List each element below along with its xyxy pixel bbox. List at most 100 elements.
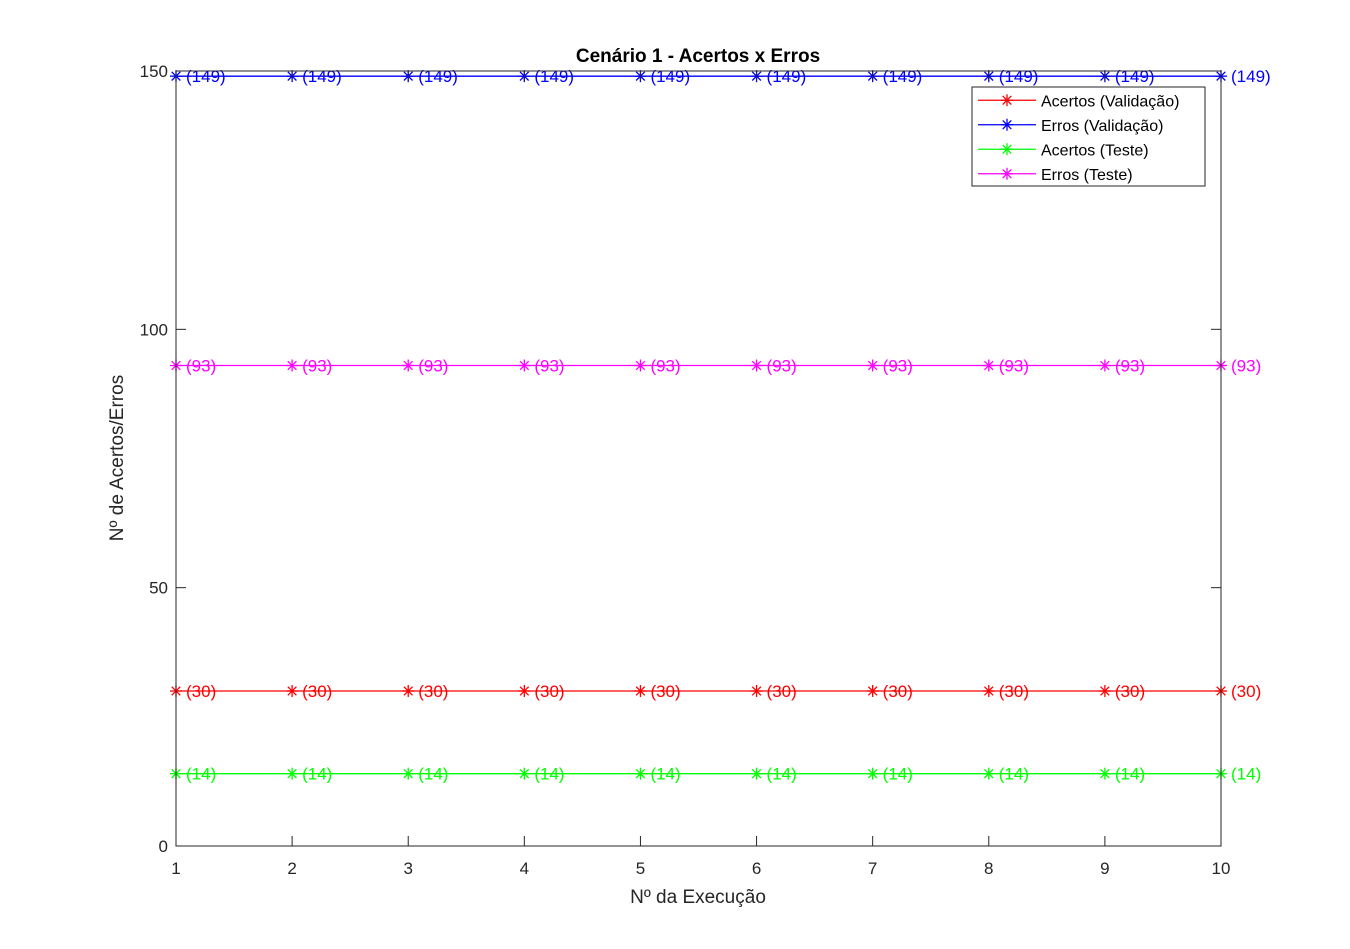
x-tick-label: 7 — [868, 859, 877, 878]
data-label: (93) — [883, 357, 913, 376]
series-layer: (30) (30) (30) (30) (30) (30) (30) (30) (30) (30)… — [170, 67, 1271, 784]
data-label: (149) — [767, 67, 807, 86]
data-label: (93) — [1115, 357, 1145, 376]
data-label: (14) — [302, 765, 332, 784]
chart-title: Cenário 1 - Acertos x Erros — [576, 46, 820, 67]
x-tick-label: 1 — [171, 859, 180, 878]
y-axis-title: Nº de Acertos/Erros — [107, 375, 128, 541]
data-point-marker — [982, 767, 995, 780]
y-tick-label: 50 — [149, 579, 168, 598]
legend-label: Erros (Teste) — [1041, 167, 1133, 184]
data-label: (149) — [418, 67, 458, 86]
y-tick-label: 100 — [140, 320, 168, 339]
data-label: (30) — [302, 682, 332, 701]
legend: Acertos (Validação) Erros (Validação) Acer… — [971, 86, 1206, 187]
x-tick-label: 8 — [984, 859, 993, 878]
data-point-marker — [518, 359, 531, 372]
x-tick-label: 3 — [403, 859, 412, 878]
data-label: (149) — [302, 67, 342, 86]
x-tick-label: 10 — [1212, 859, 1231, 878]
data-label: (14) — [883, 765, 913, 784]
data-point-marker — [866, 685, 879, 697]
data-point-marker — [286, 767, 299, 780]
data-point-marker — [634, 359, 647, 372]
series-1: (30) (30) (30) (30) (30) (30) (30) (30) (30) (30) — [170, 682, 1261, 701]
data-point-marker — [982, 359, 995, 372]
data-label: (93) — [186, 357, 216, 376]
data-label: (30) — [418, 682, 448, 701]
data-label: (93) — [1231, 357, 1261, 376]
data-label: (30) — [883, 682, 913, 701]
y-tick-label: 150 — [140, 62, 168, 81]
data-label: (149) — [1115, 67, 1155, 86]
data-point-marker — [402, 359, 415, 372]
data-point-marker — [402, 767, 415, 780]
data-label: (30) — [650, 682, 680, 701]
data-label: (14) — [1115, 765, 1145, 784]
data-label: (149) — [999, 67, 1039, 86]
data-label: (149) — [1231, 67, 1271, 86]
data-point-marker — [1098, 767, 1111, 780]
legend-label: Erros (Validação) — [1041, 118, 1163, 135]
data-label: (93) — [999, 357, 1029, 376]
data-label: (93) — [650, 357, 680, 376]
series-3: (14) (14) (14) (14) (14) (14) (14) (14) (14) (14) — [170, 765, 1261, 784]
data-label: (93) — [767, 357, 797, 376]
legend-item: Erros (Teste) — [978, 167, 1133, 184]
data-point-marker — [634, 767, 647, 780]
data-point-marker — [518, 767, 531, 780]
data-point-marker — [402, 685, 415, 697]
x-tick-label: 5 — [636, 859, 645, 878]
data-label: (149) — [883, 67, 923, 86]
data-point-marker — [1098, 359, 1111, 372]
data-point-marker — [634, 685, 647, 697]
data-label: (30) — [999, 682, 1029, 701]
data-label: (14) — [999, 765, 1029, 784]
data-label: (30) — [1231, 682, 1261, 701]
axes-frame — [175, 70, 1222, 847]
data-point-marker — [286, 359, 299, 372]
data-point-marker — [982, 685, 995, 697]
data-point-marker — [750, 359, 763, 372]
data-label: (93) — [418, 357, 448, 376]
data-label: (93) — [302, 357, 332, 376]
data-point-marker — [750, 685, 763, 697]
data-point-marker — [286, 685, 299, 697]
legend-marker — [1001, 118, 1013, 131]
x-axis-title: Nº da Execução — [630, 887, 766, 908]
data-label: (14) — [418, 765, 448, 784]
legend-marker — [1001, 167, 1013, 180]
legend-label: Acertos (Validação) — [1041, 93, 1179, 110]
data-point-marker — [866, 767, 879, 780]
y-tick-label: 0 — [159, 837, 168, 856]
data-label: (14) — [186, 765, 216, 784]
legend-marker — [1001, 143, 1013, 156]
plot-area — [176, 71, 1221, 846]
data-label: (30) — [534, 682, 564, 701]
legend-label: Acertos (Teste) — [1041, 142, 1149, 159]
data-label: (14) — [650, 765, 680, 784]
data-label: (14) — [767, 765, 797, 784]
data-point-marker — [750, 767, 763, 780]
data-label: (149) — [534, 67, 574, 86]
legend-item: Acertos (Teste) — [978, 142, 1149, 159]
x-tick-label: 9 — [1100, 859, 1109, 878]
series-2: (149) (149) (149) (149) (149) (149) (149) (149)… — [170, 67, 1271, 86]
data-point-marker — [1098, 685, 1111, 697]
x-tick-label: 2 — [287, 859, 296, 878]
legend-marker — [1001, 94, 1013, 107]
legend-item: Erros (Validação) — [978, 118, 1163, 135]
data-point-marker — [518, 685, 531, 697]
x-tick-label: 6 — [752, 859, 761, 878]
x-tick-label: 4 — [520, 859, 529, 878]
data-label: (149) — [186, 67, 226, 86]
data-label: (14) — [534, 765, 564, 784]
data-label: (149) — [650, 67, 690, 86]
data-label: (30) — [767, 682, 797, 701]
legend-item: Acertos (Validação) — [978, 93, 1179, 110]
data-point-marker — [866, 359, 879, 372]
data-label: (30) — [1115, 682, 1145, 701]
series-4: (93) (93) (93) (93) (93) (93) (93) (93) (93) (93) — [170, 357, 1261, 376]
